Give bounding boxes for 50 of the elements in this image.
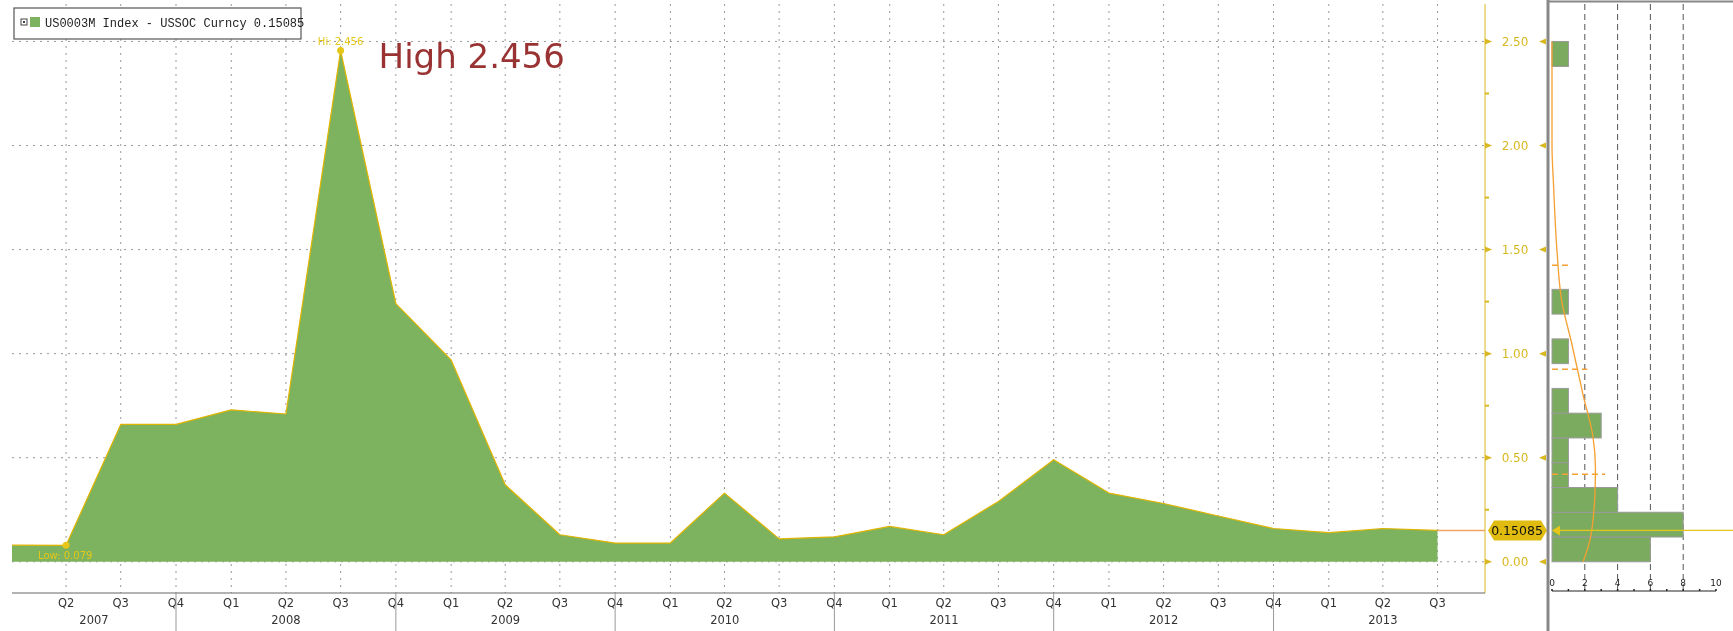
x-tick-label: 10: [1710, 578, 1722, 588]
x-tick-label: Q3: [1210, 596, 1227, 610]
text: 2009: [490, 613, 521, 627]
x-tick-label: Q4: [167, 596, 185, 610]
ref-line-label: 0.15085: [1491, 522, 1543, 538]
x-tick-label: Q1: [223, 596, 240, 610]
y-tick-label: 0.00: [1501, 555, 1529, 570]
x-tick-label: Q1: [1320, 596, 1337, 610]
annotation: High 2.456: [378, 35, 565, 76]
annotation: Low: 0.079: [38, 550, 93, 562]
x-tick-label: 8: [1680, 578, 1687, 588]
x-tick-label: Q4: [826, 596, 843, 610]
x-tick-label: Q3: [990, 596, 1007, 610]
x-tick-label: Q2: [935, 596, 952, 610]
x-tick-label: Q3: [1429, 596, 1446, 610]
text: 2011: [929, 613, 959, 627]
x-tick-label: Q4: [387, 596, 405, 610]
y-tick-label: 0.50: [1501, 451, 1529, 466]
x-tick-label: 4: [1614, 578, 1621, 588]
y-tick-label: 2.00: [1501, 139, 1529, 154]
x-tick-label: Q2: [716, 596, 733, 610]
x-tick-label: Q3: [332, 596, 349, 610]
x-tick-label: Q4: [1045, 596, 1062, 610]
text: 2008: [271, 613, 301, 627]
y-tick-label: 2.50: [1501, 34, 1529, 49]
x-tick-label: Q3: [770, 596, 788, 610]
x-tick-label: Q2: [1374, 596, 1392, 610]
legend-label: US0003M Index - USSOC Curncy 0.15085: [45, 17, 305, 31]
x-tick-label: Q2: [57, 596, 75, 610]
text: 2007: [79, 613, 109, 627]
x-tick-label: Q4: [1265, 596, 1282, 610]
x-tick-label: Q1: [662, 596, 679, 610]
y-tick-label: 1.50: [1501, 243, 1529, 258]
text: 2013: [1368, 613, 1398, 627]
x-tick-label: Q3: [112, 596, 129, 610]
x-tick-label: Q2: [1155, 596, 1172, 610]
x-tick-label: Q1: [1100, 596, 1118, 610]
x-tick-label: 0: [1549, 578, 1556, 588]
x-tick-label: 2: [1581, 578, 1588, 588]
x-tick-label: Q2: [497, 596, 514, 610]
annotation: Hi: 2.456: [317, 35, 364, 47]
y-tick-label: 1.00: [1501, 347, 1529, 362]
x-tick-label: 6: [1647, 578, 1654, 588]
text: 2010: [710, 613, 740, 627]
x-tick-label: Q1: [881, 596, 898, 610]
x-tick-label: Q2: [277, 596, 295, 610]
text: 2012: [1148, 613, 1179, 627]
x-tick-label: Q1: [442, 596, 460, 610]
x-tick-label: Q4: [606, 596, 624, 610]
x-tick-label: Q3: [551, 596, 569, 610]
